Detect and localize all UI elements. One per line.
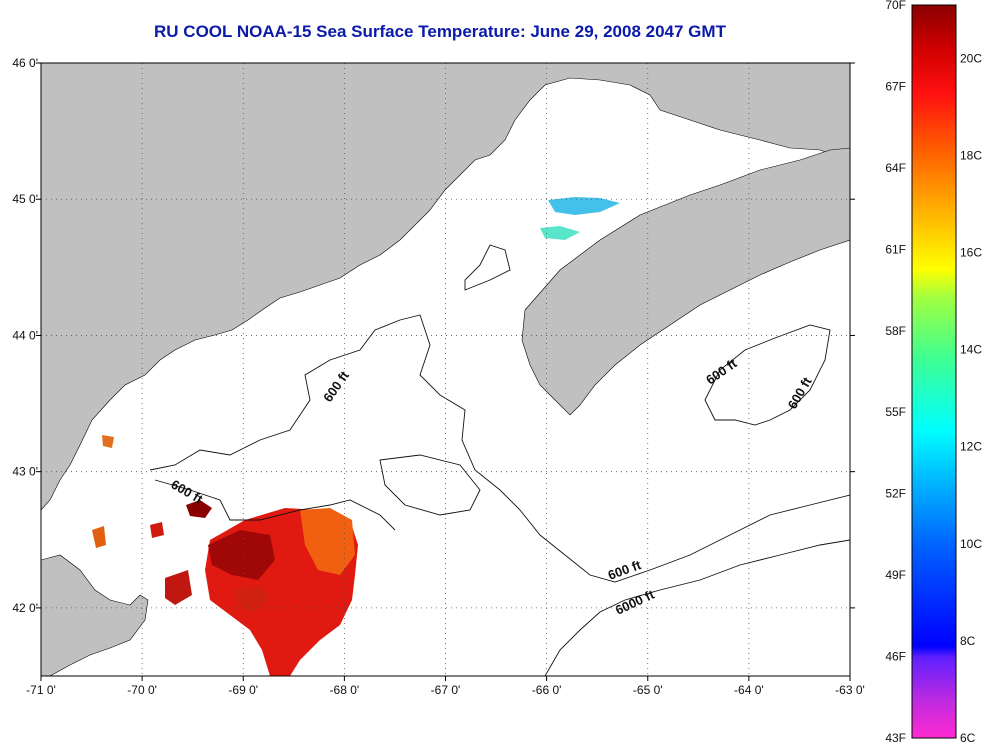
- lon-tick-label: -70 0': [127, 683, 157, 697]
- colorbar-c-label: 6C: [960, 731, 976, 745]
- lon-tick-label: -67 0': [431, 683, 461, 697]
- lat-tick-label: 45 0': [12, 192, 38, 206]
- contour-browns-bank: [379, 454, 481, 516]
- colorbar-c-label: 14C: [960, 343, 982, 357]
- land-mainland: [41, 63, 850, 511]
- longitude-labels: -71 0' -70 0' -69 0' -68 0' -67 0' -66 0' -65 …: [26, 683, 865, 697]
- lon-tick-label: -65 0': [633, 683, 663, 697]
- lon-tick-label: -71 0': [26, 683, 56, 697]
- map-frame: [40, 62, 851, 677]
- colorbar-c-label: 18C: [960, 148, 982, 162]
- colorbar-c-label: 10C: [960, 537, 982, 551]
- sst-fundy-patch: [548, 197, 620, 215]
- land-nova-scotia: [521, 147, 850, 416]
- colorbar-c-label: 8C: [960, 634, 976, 648]
- colorbar-f-label: 70F: [885, 0, 906, 12]
- lon-tick-label: -69 0': [228, 683, 258, 697]
- colorbar-c-label: 16C: [960, 246, 982, 260]
- sst-warm-patch-orange: [300, 508, 355, 575]
- contour-shelf-break: [544, 539, 850, 676]
- sst-warm-patch-small-1: [150, 522, 164, 538]
- lon-tick-label: -68 0': [330, 683, 360, 697]
- colorbar-fahrenheit-labels: 70F 67F 64F 61F 58F 55F 52F 49F 46F 43F: [885, 0, 906, 745]
- colorbar-c-label: 12C: [960, 440, 982, 454]
- sst-warm-patch-small-3: [165, 570, 192, 605]
- contour-georges: [154, 479, 396, 531]
- colorbar-f-label: 46F: [885, 650, 906, 664]
- colorbar-f-label: 52F: [885, 487, 906, 501]
- colorbar-f-label: 49F: [885, 568, 906, 582]
- land-cape-cod: [41, 554, 149, 676]
- lat-tick-label: 42 0': [12, 601, 38, 615]
- lon-tick-label: -66 0': [532, 683, 562, 697]
- contour-nova-scotia-bank: [704, 324, 831, 426]
- lon-tick-label: -64 0': [734, 683, 764, 697]
- contour-grand-manan: [464, 244, 511, 291]
- latitude-labels: 46 0' 45 0' 44 0' 43 0' 42 0': [12, 56, 38, 615]
- map-title: RU COOL NOAA-15 Sea Surface Temperature:…: [154, 22, 726, 41]
- sst-warm-patch-small-2: [92, 526, 106, 548]
- sst-warm-patch-small-4: [235, 585, 270, 612]
- sst-fundy-patch-2: [540, 226, 580, 240]
- colorbar-celsius-labels: 20C 18C 16C 14C 12C 10C 8C 6C: [960, 51, 982, 745]
- colorbar-f-label: 43F: [885, 731, 906, 745]
- sst-warm-patch-dark-2: [186, 500, 212, 518]
- colorbar-f-label: 58F: [885, 324, 906, 338]
- sst-warm-patch-dark: [208, 530, 275, 580]
- colorbar-c-label: 20C: [960, 51, 982, 65]
- colorbar-f-label: 55F: [885, 405, 906, 419]
- lat-tick-label: 43 0': [12, 465, 38, 479]
- colorbar-f-label: 61F: [885, 242, 906, 256]
- colorbar-f-label: 67F: [885, 79, 906, 93]
- lon-tick-label: -63 0': [835, 683, 865, 697]
- lat-tick-label: 44 0': [12, 328, 38, 342]
- colorbar-f-label: 64F: [885, 161, 906, 175]
- map-content: 600 ft 600 ft 600 ft 600 ft 600 ft 6000 …: [41, 63, 850, 676]
- lat-tick-label: 46 0': [12, 56, 38, 70]
- sst-warm-patch-small-5: [102, 435, 114, 448]
- contour-gulf-basin: [149, 314, 850, 583]
- colorbar: [911, 4, 957, 739]
- depth-contours: [149, 244, 850, 676]
